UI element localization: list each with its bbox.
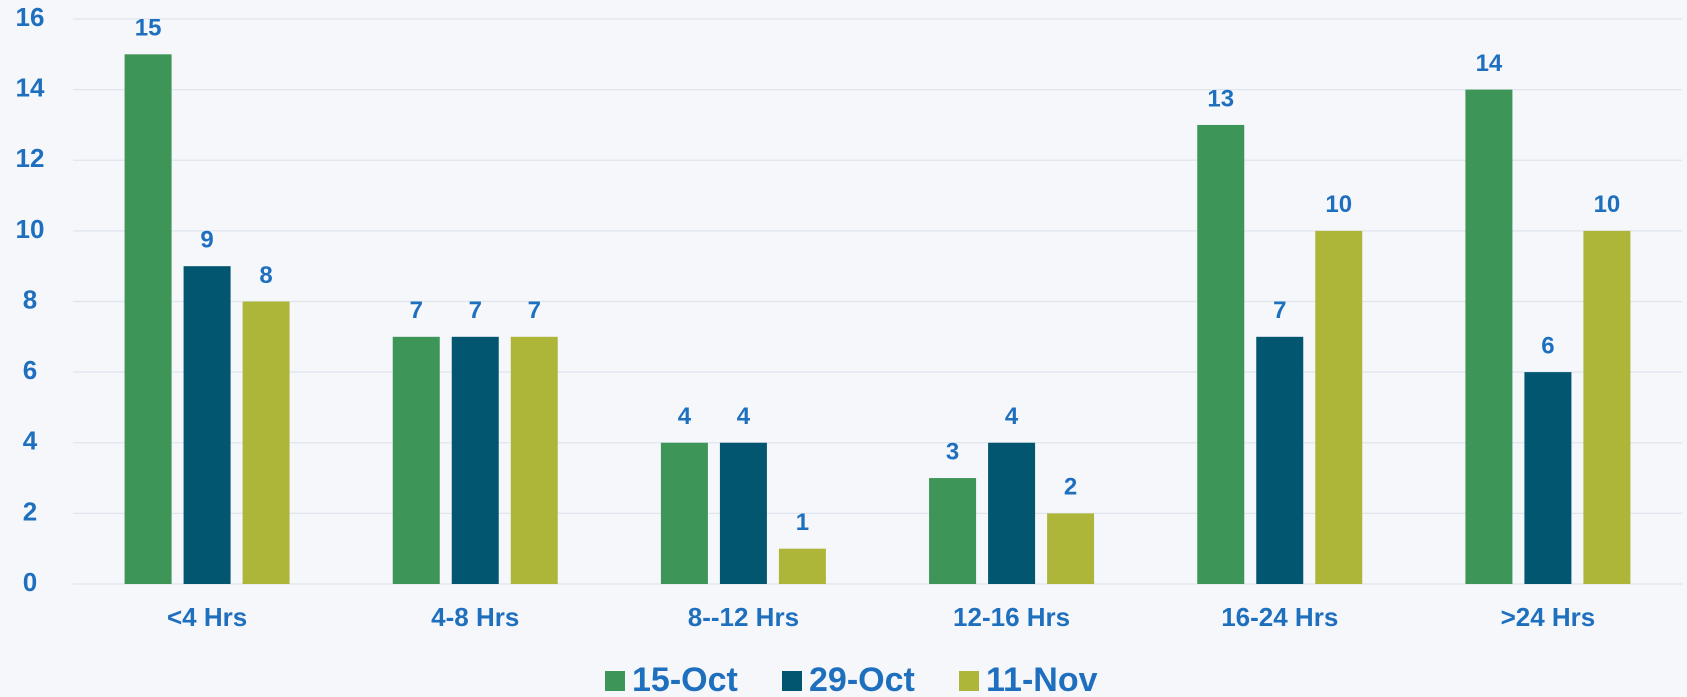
data-label: 4 — [1005, 403, 1019, 430]
data-label: 7 — [410, 297, 423, 324]
bar — [719, 442, 767, 584]
data-label: 2 — [1064, 474, 1077, 501]
bar — [660, 442, 708, 584]
bar — [510, 336, 558, 584]
data-label: 4 — [678, 403, 692, 430]
y-tick-label: 2 — [23, 496, 37, 526]
legend-swatch — [605, 671, 625, 691]
bar — [242, 301, 290, 584]
x-tick-label: 4-8 Hrs — [431, 602, 519, 632]
legend-label: 15-Oct — [632, 661, 738, 697]
bar — [1524, 372, 1572, 584]
bar — [929, 478, 977, 584]
legend-swatch — [959, 671, 979, 691]
legend-label: 29-Oct — [809, 661, 915, 697]
data-label: 14 — [1476, 50, 1503, 77]
data-label: 4 — [737, 403, 751, 430]
bar — [392, 336, 440, 584]
bar — [778, 548, 826, 584]
bar — [1256, 336, 1304, 584]
data-label: 6 — [1541, 332, 1554, 359]
y-tick-label: 4 — [23, 426, 38, 456]
legend-label: 11-Nov — [986, 661, 1098, 697]
data-label: 10 — [1325, 191, 1352, 218]
legend-swatch — [782, 671, 802, 691]
data-label: 1 — [796, 509, 809, 536]
y-tick-label: 10 — [16, 214, 45, 244]
x-tick-label: <4 Hrs — [167, 602, 247, 632]
data-label: 7 — [469, 297, 482, 324]
y-tick-label: 8 — [23, 284, 37, 314]
bar — [451, 336, 499, 584]
data-label: 10 — [1594, 191, 1621, 218]
data-label: 15 — [135, 15, 162, 42]
bar — [1197, 124, 1245, 584]
bar — [124, 54, 172, 584]
y-tick-label: 16 — [16, 2, 45, 32]
bar — [1583, 230, 1631, 584]
data-label: 3 — [946, 438, 959, 465]
y-tick-label: 14 — [16, 73, 45, 103]
data-label: 8 — [259, 262, 272, 289]
data-label: 7 — [528, 297, 541, 324]
y-tick-label: 6 — [23, 355, 37, 385]
x-tick-label: 12-16 Hrs — [953, 602, 1070, 632]
x-tick-label: 16-24 Hrs — [1221, 602, 1338, 632]
y-tick-label: 0 — [23, 567, 37, 597]
bar — [183, 266, 231, 584]
data-label: 7 — [1273, 297, 1286, 324]
y-tick-label: 12 — [16, 143, 45, 173]
bar — [1465, 89, 1513, 584]
bar — [988, 442, 1036, 584]
data-label: 13 — [1207, 85, 1234, 112]
bar — [1047, 513, 1095, 584]
data-label: 9 — [200, 227, 213, 254]
x-tick-label: >24 Hrs — [1501, 602, 1596, 632]
bar — [1315, 230, 1363, 584]
x-tick-label: 8--12 Hrs — [688, 602, 799, 632]
